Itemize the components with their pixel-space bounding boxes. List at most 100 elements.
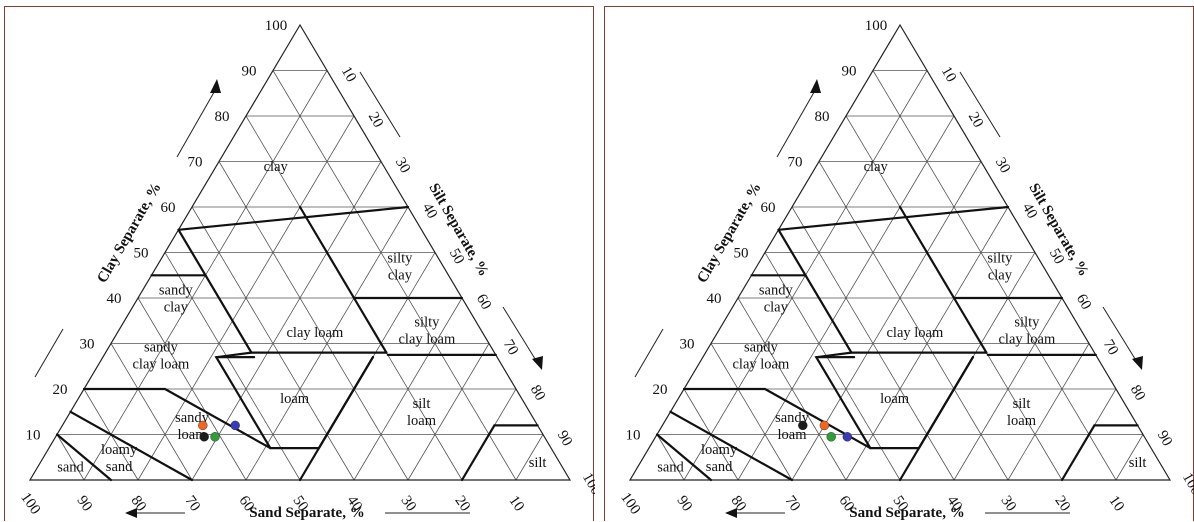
class-label-5-1: clay loam <box>999 331 1056 347</box>
silt-guide-line <box>960 72 1000 137</box>
clay-tick-60: 60 <box>761 200 776 216</box>
silt-arrow-head <box>532 356 543 370</box>
class-label-10-0: sand <box>57 459 84 475</box>
class-boundary-7 <box>900 357 973 480</box>
clay-guide-line <box>35 329 63 377</box>
clay-tick-70: 70 <box>788 155 803 171</box>
clay-tick-40: 40 <box>107 291 122 307</box>
class-label-5-1: clay loam <box>399 331 456 347</box>
silt-tick-100: 100 <box>1179 470 1194 497</box>
class-label-0-0: clay <box>864 159 889 175</box>
class-label-8-1: loam <box>407 413 437 429</box>
class-label-3-0: sandy <box>744 339 779 355</box>
silt-tick-10: 10 <box>938 64 959 85</box>
sample-point-1 <box>200 432 209 441</box>
class-label-9-0: loamy <box>101 442 138 458</box>
sand-arrow-head <box>125 508 137 518</box>
sample-point-0 <box>820 421 829 430</box>
silt-axis-label: Silt Separate, % <box>425 181 491 280</box>
sand-tick-90: 90 <box>673 493 695 514</box>
sand-tick-20: 20 <box>1051 493 1073 514</box>
class-label-1-1: clay <box>764 300 789 316</box>
silt-axis-label: Silt Separate, % <box>1025 181 1091 280</box>
class-label-5-0: silty <box>414 314 440 330</box>
sand-tick-70: 70 <box>781 493 803 514</box>
silt-tick-90: 90 <box>554 428 575 449</box>
clay-tick-50: 50 <box>734 246 749 262</box>
class-label-3-0: sandy <box>144 339 179 355</box>
class-label-6-0: loam <box>280 391 310 407</box>
sand-axis-label: Sand Separate, % <box>849 505 964 521</box>
sand-arrow-head <box>725 508 737 518</box>
sand-tick-30: 30 <box>997 493 1019 514</box>
clay-tick-20: 20 <box>53 382 68 398</box>
silt-tick-70: 70 <box>500 337 521 358</box>
clay-tick-30: 30 <box>80 337 95 353</box>
clay-tick-10: 10 <box>26 428 41 444</box>
class-boundary-12 <box>179 207 409 230</box>
class-boundary-7 <box>300 357 373 480</box>
sample-point-2 <box>211 432 220 441</box>
sand-tick-70: 70 <box>181 493 203 514</box>
class-label-9-1: sand <box>706 459 733 475</box>
sample-point-1 <box>798 421 807 430</box>
class-label-5-0: silty <box>1014 314 1040 330</box>
sand-tick-90: 90 <box>73 493 95 514</box>
grid-line-silt-70 <box>192 162 381 481</box>
clay-tick-100: 100 <box>265 18 288 34</box>
class-label-4-0: clay loam <box>887 325 944 341</box>
class-label-9-0: loamy <box>701 442 738 458</box>
clay-tick-50: 50 <box>134 246 149 262</box>
clay-tick-80: 80 <box>215 109 230 125</box>
sand-tick-100: 100 <box>17 490 43 518</box>
class-boundary-12 <box>779 207 1009 230</box>
class-label-9-1: sand <box>106 459 133 475</box>
class-label-8-0: silt <box>1013 396 1031 412</box>
class-label-8-1: loam <box>1007 413 1037 429</box>
silt-tick-20: 20 <box>365 110 386 131</box>
silt-tick-20: 20 <box>965 110 986 131</box>
clay-arrow-line <box>777 87 817 157</box>
sand-tick-10: 10 <box>505 493 527 514</box>
class-label-2-0: silty <box>987 251 1013 267</box>
sand-tick-10: 10 <box>1105 493 1127 514</box>
grid-line-silt-70 <box>792 162 981 481</box>
class-label-10-0: sand <box>657 459 684 475</box>
sample-point-3 <box>231 421 240 430</box>
silt-tick-90: 90 <box>1154 428 1175 449</box>
clay-tick-20: 20 <box>653 382 668 398</box>
silt-tick-70: 70 <box>1100 337 1121 358</box>
class-label-11-0: silt <box>1129 455 1147 471</box>
sample-point-0 <box>198 421 207 430</box>
sand-tick-30: 30 <box>397 493 419 514</box>
class-label-0-0: clay <box>264 159 289 175</box>
clay-tick-80: 80 <box>815 109 830 125</box>
class-label-3-1: clay loam <box>133 356 190 372</box>
class-label-2-0: silty <box>387 251 413 267</box>
sand-tick-20: 20 <box>451 493 473 514</box>
class-label-3-1: clay loam <box>733 356 790 372</box>
clay-tick-10: 10 <box>626 428 641 444</box>
class-label-1-0: sandy <box>759 283 794 299</box>
class-label-6-0: loam <box>880 391 910 407</box>
class-label-1-1: clay <box>164 300 189 316</box>
silt-tick-60: 60 <box>473 292 494 313</box>
clay-guide-line <box>635 329 663 377</box>
class-label-2-1: clay <box>388 268 413 284</box>
silt-guide-line <box>360 72 400 137</box>
silt-tick-30: 30 <box>992 155 1013 176</box>
clay-tick-90: 90 <box>242 64 257 80</box>
clay-tick-100: 100 <box>865 18 888 34</box>
silt-tick-80: 80 <box>527 383 548 404</box>
silt-tick-100: 100 <box>579 470 595 497</box>
grid-lines <box>657 71 1143 481</box>
silt-arrow-head <box>1132 356 1143 370</box>
clay-arrow-head <box>810 79 821 93</box>
clay-tick-60: 60 <box>161 200 176 216</box>
clay-tick-70: 70 <box>188 155 203 171</box>
class-label-4-0: clay loam <box>287 325 344 341</box>
silt-tick-60: 60 <box>1073 292 1094 313</box>
